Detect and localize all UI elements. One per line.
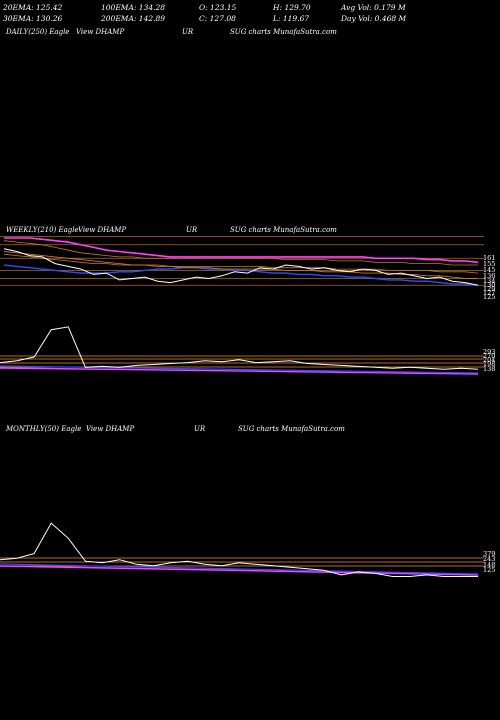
weekly-title-part: SUG charts MunafaSutra.com xyxy=(230,226,337,234)
weekly-price-line xyxy=(3,248,479,286)
weekly-title-part: UR xyxy=(186,226,198,234)
weekly-price-label: 129 xyxy=(483,285,495,293)
stat-day-vol: Day Vol: 0.468 M xyxy=(341,14,407,23)
weekly-title-part: WEEKLY(210) Eagle xyxy=(6,226,79,234)
daily-panel-title: DAILY(250) Eagle View DHAMP UR SUG chart… xyxy=(6,28,496,38)
monthly-price-label: 379 xyxy=(483,550,495,558)
weekly-price-label: 127 xyxy=(483,289,495,297)
volume-ema-blue xyxy=(0,365,479,374)
monthly-ema-magenta xyxy=(0,565,479,576)
weekly-price-label: 125 xyxy=(483,293,495,301)
stat-20ema: 20EMA: 125.42 xyxy=(3,3,63,12)
weekly-price-label: 145 xyxy=(483,266,495,274)
monthly-ema-blue xyxy=(0,563,479,575)
weekly-ema-line xyxy=(3,240,478,266)
volume-line xyxy=(0,326,479,370)
daily-title-part: DAILY(250) Eagle xyxy=(6,28,70,36)
monthly-price-label: 125 xyxy=(483,566,495,574)
weekly-ema-line xyxy=(3,253,479,274)
stat-close: C: 127.08 xyxy=(199,14,236,23)
weekly-price-label: 161 xyxy=(483,254,495,262)
monthly-title-part: SUG charts MunafaSutra.com xyxy=(238,425,345,433)
volume-ema-magenta xyxy=(0,367,479,375)
monthly-title-part: View DHAMP xyxy=(86,425,135,433)
stat-avg-vol: Avg Vol: 0.179 M xyxy=(341,3,406,12)
monthly-title-part: UR xyxy=(194,425,206,433)
monthly-price-label: 148 xyxy=(483,561,495,569)
volume-price-label: 270 xyxy=(483,352,495,360)
stat-200ema: 200EMA: 142.89 xyxy=(101,14,166,23)
stat-low: L: 119.67 xyxy=(273,14,310,23)
monthly-panel-title: MONTHLY(50) Eagle View DHAMP UR SUG char… xyxy=(6,425,496,435)
weekly-ema-mid xyxy=(3,251,478,279)
weekly-price-label: 134 xyxy=(483,277,495,285)
stat-high: H: 129.70 xyxy=(273,3,311,12)
weekly-price-label: 136 xyxy=(483,272,495,280)
weekly-panel-title: WEEKLY(210) Eagle View DHAMP UR SUG char… xyxy=(6,226,496,236)
stat-open: O: 123.15 xyxy=(199,3,237,12)
stat-30ema: 30EMA: 130.26 xyxy=(3,14,63,23)
monthly-title-part: MONTHLY(50) Eagle xyxy=(6,425,82,433)
stat-100ema: 100EMA: 134.28 xyxy=(101,3,166,12)
volume-price-label: 138 xyxy=(483,365,495,373)
weekly-price-label: 130 xyxy=(483,281,495,289)
monthly-line xyxy=(0,522,478,577)
weekly-title-part: View DHAMP xyxy=(78,226,127,234)
weekly-ema-blue xyxy=(3,264,479,286)
daily-title-part: View DHAMP xyxy=(76,28,125,36)
daily-title-part: SUG charts MunafaSutra.com xyxy=(230,28,337,36)
volume-price-label: 293 xyxy=(483,348,495,356)
volume-price-label: 198 xyxy=(483,360,495,368)
daily-title-part: UR xyxy=(182,28,194,36)
volume-price-label: 204 xyxy=(483,356,495,364)
weekly-ema-magenta xyxy=(4,237,479,264)
monthly-price-label: 243 xyxy=(483,555,495,563)
weekly-price-label: 155 xyxy=(483,260,495,268)
